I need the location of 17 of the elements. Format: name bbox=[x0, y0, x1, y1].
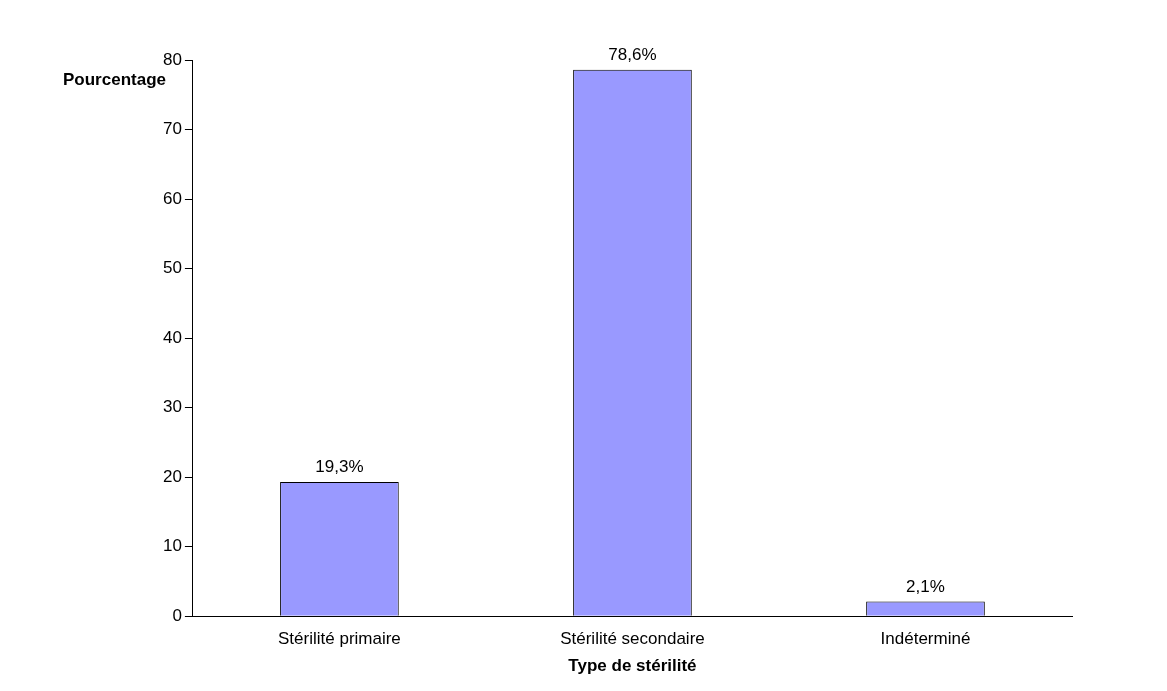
y-tick-label: 40 bbox=[162, 327, 182, 347]
x-axis-title: Type de stérilité bbox=[568, 656, 697, 676]
y-tick-label: 50 bbox=[162, 258, 182, 278]
data-label: 2,1% bbox=[906, 576, 945, 596]
y-tick-label: 80 bbox=[162, 49, 182, 69]
y-tick-label: 60 bbox=[162, 188, 182, 208]
y-axis-title: Pourcentage bbox=[63, 69, 166, 89]
data-label: 19,3% bbox=[315, 457, 364, 477]
x-tick-label: Stérilité primaire bbox=[278, 629, 401, 649]
x-tick-label: Indéterminé bbox=[880, 629, 971, 649]
y-tick-label: 0 bbox=[172, 605, 182, 625]
y-tick-label: 30 bbox=[162, 397, 182, 417]
y-tick-label: 70 bbox=[162, 119, 182, 139]
y-tick-label: 20 bbox=[162, 466, 182, 486]
data-label: 78,6% bbox=[608, 44, 657, 64]
y-tick-label: 10 bbox=[162, 536, 182, 556]
x-tick-label: Stérilité secondaire bbox=[560, 629, 705, 649]
